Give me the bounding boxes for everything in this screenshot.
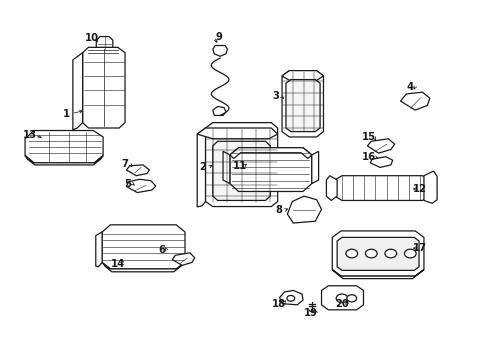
Text: 1: 1 [63, 109, 70, 119]
Text: 19: 19 [304, 308, 318, 318]
Polygon shape [331, 270, 423, 279]
Ellipse shape [384, 249, 396, 258]
Text: 11: 11 [232, 161, 246, 171]
Ellipse shape [286, 296, 294, 301]
Polygon shape [25, 131, 103, 163]
Text: 7: 7 [122, 159, 128, 169]
Polygon shape [212, 141, 270, 201]
Polygon shape [223, 151, 229, 184]
Polygon shape [212, 107, 225, 116]
Ellipse shape [365, 249, 376, 258]
Text: 4: 4 [406, 82, 413, 92]
Polygon shape [282, 71, 323, 80]
Polygon shape [287, 196, 321, 223]
Polygon shape [212, 45, 227, 56]
Text: 13: 13 [23, 130, 37, 140]
Polygon shape [229, 148, 311, 158]
Polygon shape [336, 237, 418, 270]
Text: 2: 2 [199, 162, 206, 172]
Polygon shape [229, 148, 311, 192]
Polygon shape [82, 47, 125, 128]
Polygon shape [197, 128, 205, 207]
Ellipse shape [345, 249, 357, 258]
Polygon shape [126, 165, 149, 176]
Text: 3: 3 [272, 91, 279, 101]
Text: 10: 10 [84, 33, 98, 43]
Polygon shape [96, 232, 102, 267]
Polygon shape [334, 176, 428, 201]
Polygon shape [400, 92, 429, 110]
Polygon shape [102, 225, 184, 269]
Polygon shape [96, 37, 113, 50]
Polygon shape [279, 291, 303, 305]
Polygon shape [326, 176, 336, 201]
Text: 20: 20 [334, 299, 348, 309]
Text: 5: 5 [124, 179, 131, 189]
Polygon shape [331, 231, 423, 276]
Polygon shape [282, 71, 323, 137]
Text: 14: 14 [110, 259, 124, 269]
Polygon shape [197, 128, 277, 139]
Polygon shape [102, 262, 184, 272]
Text: 17: 17 [412, 243, 426, 253]
Text: 6: 6 [158, 245, 165, 255]
Polygon shape [205, 123, 277, 207]
Text: 15: 15 [361, 132, 375, 142]
Polygon shape [126, 179, 156, 193]
Polygon shape [172, 253, 194, 265]
Text: 12: 12 [412, 184, 426, 194]
Polygon shape [25, 156, 103, 165]
Polygon shape [285, 80, 320, 132]
Polygon shape [366, 139, 394, 153]
Ellipse shape [346, 295, 356, 302]
Ellipse shape [335, 294, 347, 303]
Polygon shape [369, 157, 392, 167]
Text: 18: 18 [271, 299, 285, 309]
Polygon shape [423, 171, 436, 203]
Polygon shape [321, 286, 363, 310]
Ellipse shape [404, 249, 415, 258]
Polygon shape [311, 151, 318, 184]
Text: 9: 9 [215, 32, 222, 41]
Text: 16: 16 [361, 152, 375, 162]
Polygon shape [73, 53, 82, 130]
Text: 8: 8 [275, 206, 282, 216]
